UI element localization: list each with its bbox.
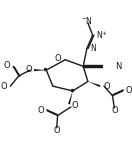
Polygon shape	[34, 69, 46, 71]
Polygon shape	[68, 91, 73, 104]
Text: O: O	[25, 65, 32, 74]
Text: O: O	[55, 54, 61, 63]
Text: N: N	[115, 62, 122, 71]
Text: O: O	[126, 86, 132, 95]
Text: O: O	[38, 106, 44, 115]
Polygon shape	[88, 82, 101, 87]
Text: O: O	[4, 61, 10, 70]
Text: O: O	[72, 101, 78, 110]
Text: N$^{+}$: N$^{+}$	[96, 29, 108, 41]
Text: O: O	[111, 106, 118, 115]
Text: O: O	[103, 82, 110, 91]
Text: O: O	[1, 82, 8, 91]
Text: O: O	[53, 126, 60, 135]
Text: N: N	[90, 44, 96, 53]
Text: $^{-}$N: $^{-}$N	[81, 15, 93, 25]
